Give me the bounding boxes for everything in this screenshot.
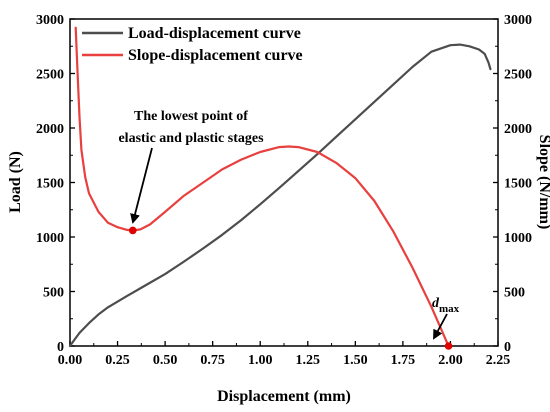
- right-y-axis-title: Slope (N/mm): [536, 135, 550, 230]
- annotation-dmax-arrow: [433, 313, 448, 340]
- load-displacement-line: [68, 43, 492, 348]
- dmax-point-marker: [444, 342, 453, 350]
- right-y-tick-label: 3000: [504, 13, 532, 28]
- left-y-tick-label: 1500: [36, 177, 64, 192]
- x-axis-title: Displacement (mm): [217, 388, 351, 405]
- highlight-points-layer: [128, 226, 453, 350]
- x-tick-label: 1.25: [296, 353, 321, 368]
- x-tick-label: 1.75: [391, 353, 416, 368]
- legend-label-slope: Slope-displacement curve: [128, 47, 303, 64]
- x-tick-label: 0.75: [200, 353, 225, 368]
- x-tick-label: 1.50: [343, 353, 368, 368]
- right-y-tick-label: 1500: [504, 177, 532, 192]
- annotation-dmax-subscript: max: [439, 303, 460, 315]
- x-tick-label: 2.25: [486, 353, 511, 368]
- legend-label-load: Load-displacement curve: [128, 25, 301, 42]
- left-y-tick-label: 3000: [36, 13, 64, 28]
- annotation-lowest-point-line-2: elastic and plastic stages: [118, 131, 264, 146]
- x-tick-label: 1.00: [248, 353, 273, 368]
- series-layer: [68, 26, 492, 348]
- right-y-axis-ticks: 0 500 1000 1500 2000 2500 3000: [493, 13, 532, 355]
- left-y-axis-title: Load (N): [7, 151, 24, 213]
- left-y-tick-label: 500: [43, 286, 64, 301]
- annotation-dmax-label: dmax: [432, 296, 460, 315]
- annotation-dmax: dmax: [432, 296, 460, 340]
- annotation-dmax-symbol: d: [432, 296, 440, 311]
- left-y-tick-label: 0: [57, 340, 64, 355]
- x-tick-label: 0.50: [153, 353, 178, 368]
- right-y-tick-label: 1000: [504, 231, 532, 246]
- legend: Load-displacement curve Slope-displaceme…: [82, 25, 303, 64]
- lowest-point-marker: [128, 226, 137, 235]
- annotation-lowest-point: The lowest point of elastic and plastic …: [118, 109, 264, 224]
- left-y-axis-ticks: 0 500 1000 1500 2000 2500 3000: [36, 13, 75, 355]
- right-y-tick-label: 2000: [504, 122, 532, 137]
- right-y-tick-label: 2500: [504, 68, 532, 83]
- slope-displacement-line: [74, 26, 450, 348]
- x-tick-label: 0.00: [58, 353, 83, 368]
- annotation-lowest-point-arrow: [130, 147, 153, 224]
- x-tick-label: 2.00: [438, 353, 463, 368]
- x-tick-label: 0.25: [105, 353, 130, 368]
- right-y-tick-label: 500: [504, 286, 525, 301]
- left-y-tick-label: 1000: [36, 231, 64, 246]
- right-y-tick-label: 0: [504, 340, 511, 355]
- annotation-lowest-point-line-1: The lowest point of: [134, 109, 248, 124]
- x-axis-ticks: 0.00 0.25 0.50 0.75 1.00 1.25 1.50 1.75 2.00 2.25: [58, 341, 511, 368]
- left-y-tick-label: 2000: [36, 122, 64, 137]
- left-y-tick-label: 2500: [36, 68, 64, 83]
